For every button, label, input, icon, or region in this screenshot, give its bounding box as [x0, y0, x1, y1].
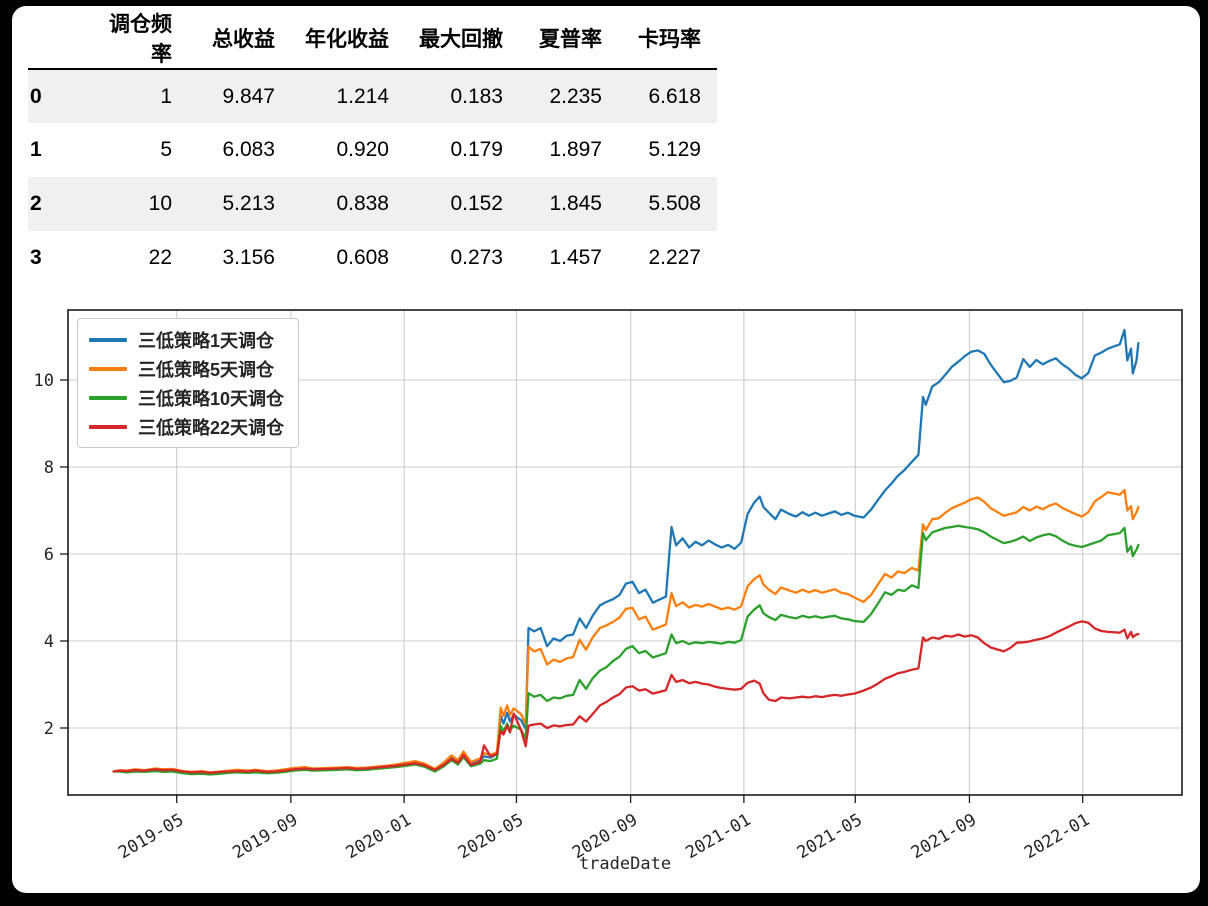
row-index: 3	[30, 246, 42, 269]
legend-label: 三低策略1天调仓	[138, 331, 275, 351]
cell: 6.083	[222, 138, 275, 161]
table-row: 2 10 5.213 0.838 0.152 1.845 5.508	[28, 177, 717, 231]
cell: 22	[148, 246, 172, 269]
cell: 3.156	[222, 246, 275, 269]
notebook-output-panel	[12, 6, 1200, 893]
cell: 9.847	[222, 84, 275, 108]
legend-line-swatch	[89, 396, 127, 400]
x-tick-label: 2019-05	[115, 810, 187, 863]
chart-legend: 三低策略1天调仓 三低策略5天调仓 三低策略10天调仓 三低策略22天调仓	[77, 318, 300, 448]
table-row: 3 22 3.156 0.608 0.273 1.457 2.227	[28, 231, 717, 285]
cell: 0.608	[336, 246, 389, 269]
row-index: 2	[30, 192, 42, 215]
plot-spine	[67, 309, 1183, 796]
cell: 0.183	[450, 84, 503, 108]
legend-label: 三低策略10天调仓	[138, 389, 285, 409]
table-row: 1 5 6.083 0.920 0.179 1.897 5.129	[28, 123, 717, 177]
y-tick-label: 10	[34, 371, 54, 391]
cell: 5.213	[222, 192, 275, 215]
cell: 1	[160, 84, 172, 108]
cell: 1.845	[549, 192, 602, 215]
y-tick-label: 6	[44, 545, 54, 565]
col-header-0: 调仓频率	[87, 8, 174, 70]
y-tick-label: 2	[44, 719, 54, 739]
x-tick-label: 2021-05	[794, 810, 866, 863]
plot-grid	[68, 310, 1182, 795]
x-tick-label: 2019-09	[229, 810, 301, 863]
col-header-3: 最大回撤	[391, 8, 505, 70]
col-header-5: 卡玛率	[604, 8, 717, 70]
cell: 5.129	[648, 138, 701, 161]
metrics-table: 调仓频率 总收益 年化收益 最大回撤 夏普率 卡玛率 0 1 9.847 1.214 0.183 2.…	[28, 8, 717, 285]
y-tick-label: 4	[44, 632, 54, 652]
x-tick-label: 2021-09	[908, 810, 980, 863]
axis-ticks	[60, 379, 1084, 803]
legend-item-1: 三低策略5天调仓	[89, 357, 284, 381]
cell: 1.897	[549, 138, 602, 161]
col-header-1: 总收益	[174, 8, 277, 70]
cell: 5.508	[648, 192, 701, 215]
x-tick-label: 2022-01	[1021, 810, 1093, 863]
cell: 2.227	[648, 246, 701, 269]
legend-line-swatch	[89, 338, 127, 342]
y-tick-label: 8	[44, 458, 54, 478]
table-row: 0 1 9.847 1.214 0.183 2.235 6.618	[28, 69, 717, 123]
col-header-4: 夏普率	[505, 8, 604, 70]
legend-label: 三低策略22天调仓	[138, 418, 285, 438]
legend-line-swatch	[89, 367, 127, 371]
series-line-2	[112, 524, 1140, 776]
series-line-3	[112, 620, 1140, 774]
col-header-2: 年化收益	[277, 8, 391, 70]
cell: 10	[148, 192, 172, 215]
legend-line-swatch	[89, 425, 127, 429]
legend-item-2: 三低策略10天调仓	[89, 386, 284, 410]
cell: 0.273	[450, 246, 503, 269]
legend-item-3: 三低策略22天调仓	[89, 415, 284, 439]
x-tick-label: 2020-01	[343, 810, 415, 863]
cell: 6.618	[648, 84, 701, 108]
cell: 0.838	[336, 192, 389, 215]
cell: 5	[160, 138, 172, 161]
row-index: 0	[30, 84, 42, 108]
x-axis-label: tradeDate	[578, 854, 672, 874]
cell: 1.214	[336, 84, 389, 108]
cell: 0.920	[336, 138, 389, 161]
row-index: 1	[30, 138, 42, 161]
x-tick-label: 2020-05	[455, 810, 527, 863]
cell: 2.235	[549, 84, 602, 108]
cell: 1.457	[549, 246, 602, 269]
cell: 0.152	[450, 192, 503, 215]
legend-item-0: 三低策略1天调仓	[89, 328, 284, 352]
legend-label: 三低策略5天调仓	[138, 360, 275, 380]
index-header	[28, 8, 87, 70]
table-header-row: 调仓频率 总收益 年化收益 最大回撤 夏普率 卡玛率	[28, 8, 717, 70]
cell: 0.179	[450, 138, 503, 161]
